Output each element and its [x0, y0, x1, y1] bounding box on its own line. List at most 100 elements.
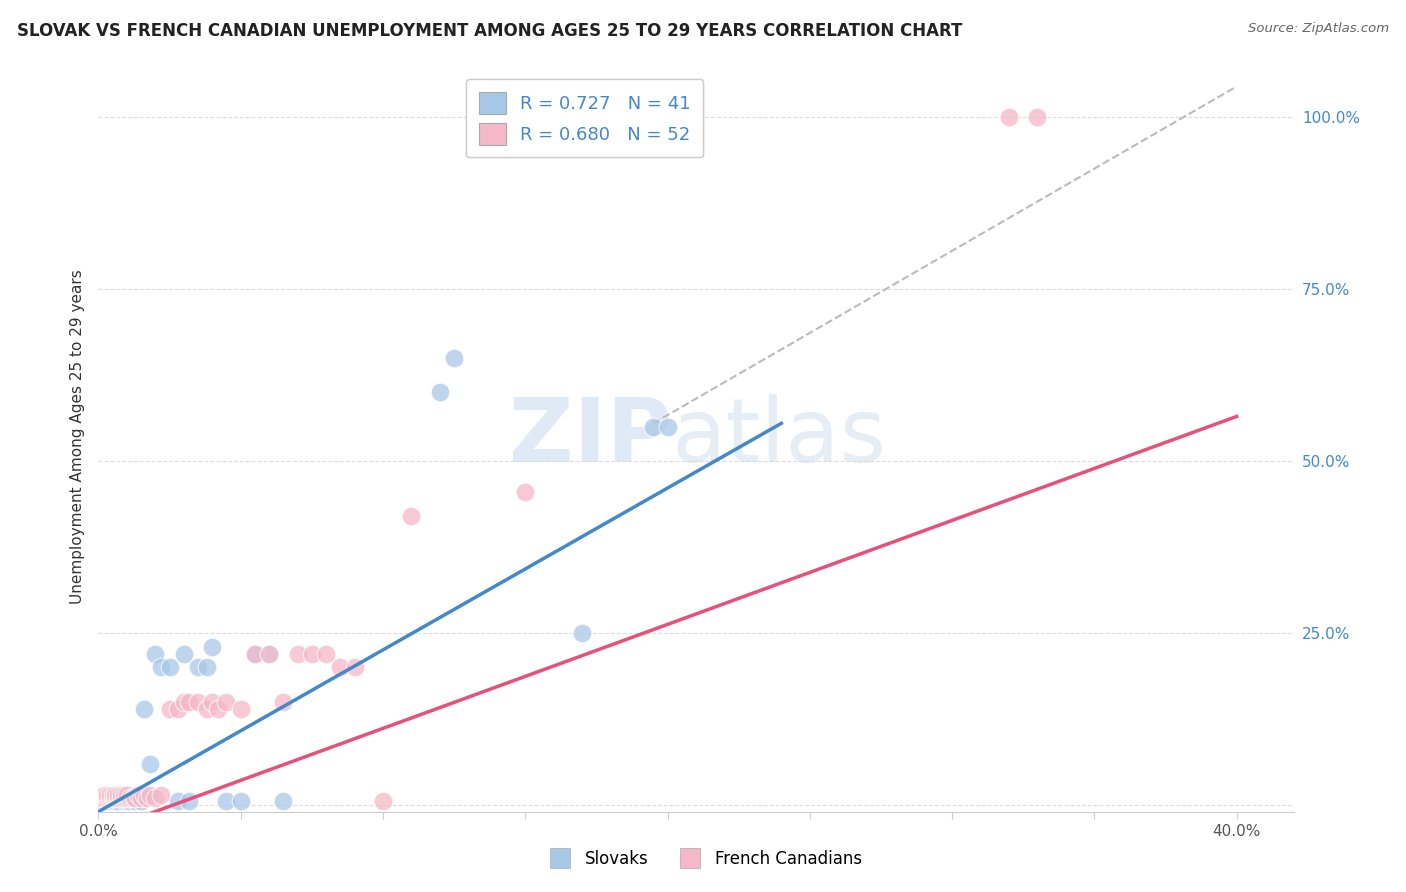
Point — [443, 351, 465, 365]
Point — [129, 791, 152, 805]
Text: SLOVAK VS FRENCH CANADIAN UNEMPLOYMENT AMONG AGES 25 TO 29 YEARS CORRELATION CHA: SLOVAK VS FRENCH CANADIAN UNEMPLOYMENT A… — [17, 22, 962, 40]
Point — [273, 794, 295, 808]
Point — [138, 788, 160, 802]
Point — [207, 701, 229, 715]
Point — [132, 701, 155, 715]
Point — [1026, 111, 1049, 125]
Point — [98, 794, 121, 808]
Point — [104, 794, 127, 808]
Point — [515, 485, 537, 500]
Point — [96, 791, 118, 805]
Point — [93, 791, 115, 805]
Point — [101, 791, 124, 805]
Point — [112, 788, 135, 802]
Point — [657, 419, 679, 434]
Point — [112, 791, 135, 805]
Point — [143, 647, 166, 661]
Point — [201, 640, 224, 654]
Point — [98, 788, 121, 802]
Point — [115, 794, 138, 808]
Point — [243, 647, 266, 661]
Point — [98, 791, 121, 805]
Point — [101, 791, 124, 805]
Point — [121, 791, 143, 805]
Point — [118, 791, 141, 805]
Point — [107, 794, 129, 808]
Point — [104, 791, 127, 805]
Point — [132, 788, 155, 802]
Point — [127, 788, 149, 802]
Point — [110, 791, 132, 805]
Point — [135, 791, 157, 805]
Point — [998, 111, 1021, 125]
Point — [643, 419, 665, 434]
Point — [273, 695, 295, 709]
Point — [195, 660, 218, 674]
Point — [173, 695, 195, 709]
Text: Source: ZipAtlas.com: Source: ZipAtlas.com — [1249, 22, 1389, 36]
Point — [150, 660, 173, 674]
Point — [115, 791, 138, 805]
Point — [124, 791, 146, 805]
Point — [115, 791, 138, 805]
Point — [101, 788, 124, 802]
Point — [90, 791, 112, 805]
Point — [143, 791, 166, 805]
Point — [93, 788, 115, 802]
Point — [159, 701, 181, 715]
Point — [104, 791, 127, 805]
Point — [343, 660, 366, 674]
Point — [159, 660, 181, 674]
Point — [104, 788, 127, 802]
Point — [96, 791, 118, 805]
Y-axis label: Unemployment Among Ages 25 to 29 years: Unemployment Among Ages 25 to 29 years — [69, 269, 84, 605]
Point — [429, 385, 451, 400]
Point — [118, 794, 141, 808]
Point — [187, 695, 209, 709]
Point — [96, 788, 118, 802]
Point — [93, 788, 115, 802]
Point — [110, 788, 132, 802]
Point — [201, 695, 224, 709]
Point — [229, 794, 252, 808]
Point — [167, 701, 190, 715]
Point — [257, 647, 280, 661]
Point — [93, 794, 115, 808]
Point — [138, 756, 160, 771]
Point — [329, 660, 352, 674]
Point — [179, 695, 201, 709]
Point — [371, 794, 394, 808]
Point — [107, 788, 129, 802]
Point — [96, 794, 118, 808]
Point — [571, 626, 593, 640]
Point — [129, 794, 152, 808]
Point — [401, 509, 423, 524]
Point — [257, 647, 280, 661]
Legend: R = 0.727   N = 41, R = 0.680   N = 52: R = 0.727 N = 41, R = 0.680 N = 52 — [465, 79, 703, 157]
Text: atlas: atlas — [672, 393, 887, 481]
Point — [110, 791, 132, 805]
Point — [215, 794, 238, 808]
Point — [112, 794, 135, 808]
Point — [179, 794, 201, 808]
Point — [101, 794, 124, 808]
Point — [315, 647, 337, 661]
Point — [124, 794, 146, 808]
Point — [98, 791, 121, 805]
Point — [107, 791, 129, 805]
Point — [121, 791, 143, 805]
Point — [287, 647, 309, 661]
Point — [90, 791, 112, 805]
Point — [187, 660, 209, 674]
Point — [173, 647, 195, 661]
Point — [243, 647, 266, 661]
Legend: Slovaks, French Canadians: Slovaks, French Canadians — [537, 844, 869, 875]
Text: ZIP: ZIP — [509, 393, 672, 481]
Point — [115, 788, 138, 802]
Point — [301, 647, 323, 661]
Point — [150, 788, 173, 802]
Point — [167, 794, 190, 808]
Point — [195, 701, 218, 715]
Point — [229, 701, 252, 715]
Point — [215, 695, 238, 709]
